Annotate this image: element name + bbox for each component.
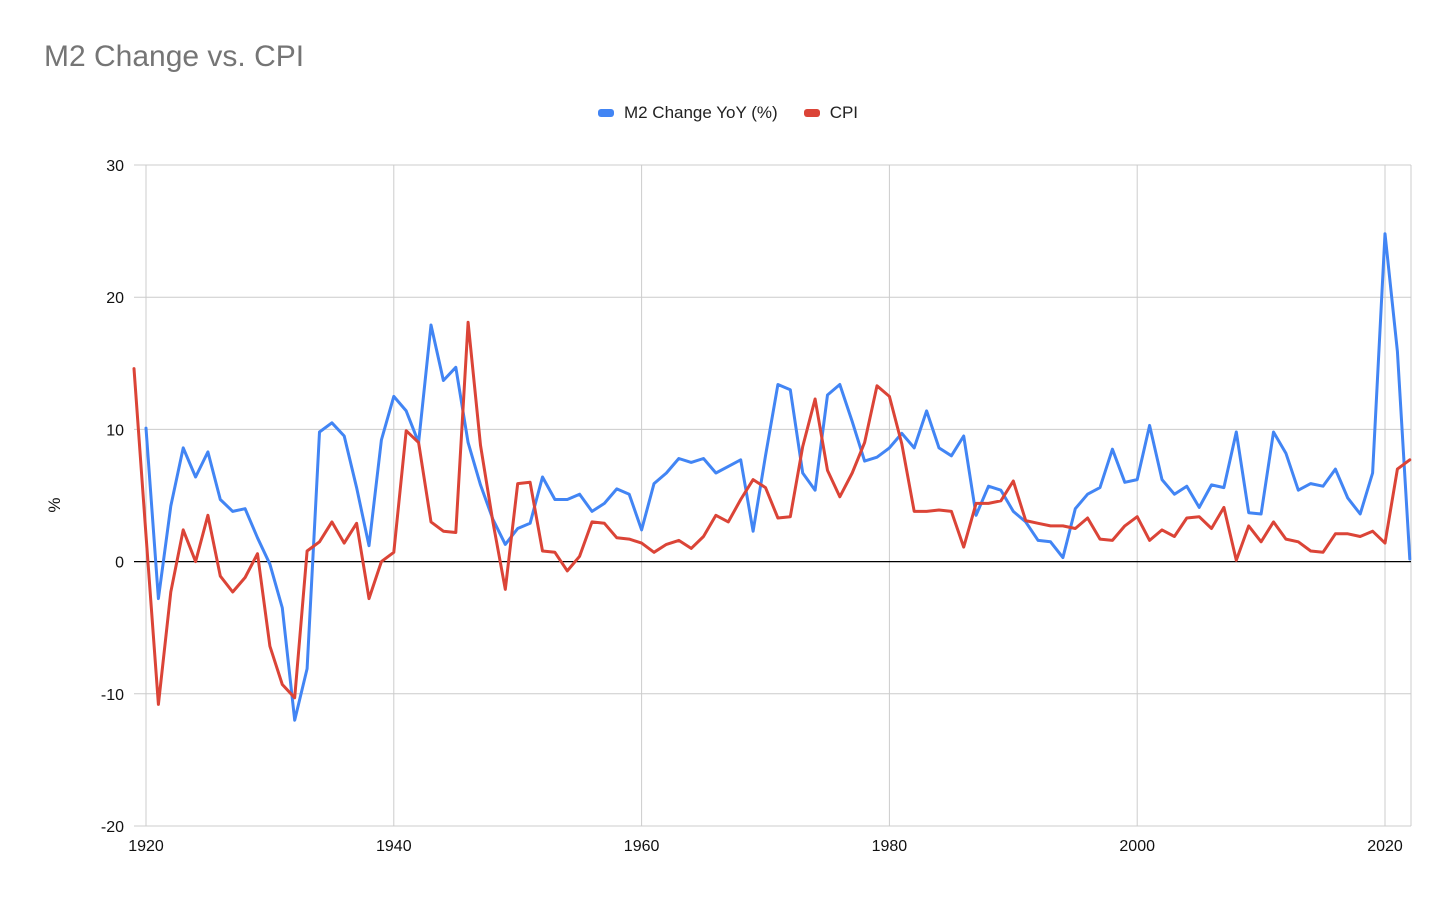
legend-item-m2[interactable]: M2 Change YoY (%) — [597, 103, 778, 123]
y-tick-label: 10 — [106, 422, 124, 439]
chart-title: M2 Change vs. CPI — [44, 40, 305, 73]
legend-label-m2: M2 Change YoY (%) — [623, 103, 778, 122]
chart-legend: M2 Change YoY (%) CPI — [0, 103, 1456, 123]
grid-lines — [134, 164, 1412, 827]
y-tick-label: 30 — [106, 158, 124, 175]
y-tick-label: 0 — [115, 555, 124, 572]
x-tick-label: 1960 — [624, 838, 660, 855]
legend-label-cpi: CPI — [829, 103, 859, 122]
y-tick-label: 20 — [106, 290, 124, 307]
x-tick-label: 1940 — [376, 838, 412, 855]
x-tick-label: 2000 — [1119, 838, 1155, 855]
series-lines — [132, 232, 1412, 722]
legend-swatch-m2 — [597, 109, 614, 117]
legend-swatch-cpi — [803, 109, 820, 117]
x-tick-label: 2020 — [1367, 838, 1403, 855]
y-tick-label: -20 — [101, 819, 124, 836]
series-line-cpi[interactable] — [132, 320, 1412, 706]
series-line-m2[interactable] — [144, 232, 1412, 722]
x-tick-label: 1920 — [128, 838, 164, 855]
y-tick-label: -10 — [101, 687, 124, 704]
x-tick-label: 1980 — [872, 838, 908, 855]
y-axis-label: % — [45, 497, 64, 512]
tick-labels: -20 -10 0 10 20 30 1920 1940 1960 1980 2000 2020 — [101, 158, 1403, 855]
legend-item-cpi[interactable]: CPI — [803, 103, 859, 123]
